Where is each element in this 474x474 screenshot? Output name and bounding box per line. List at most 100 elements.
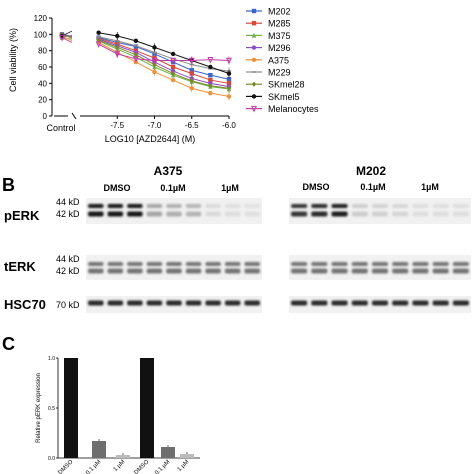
band xyxy=(311,211,328,217)
data-point xyxy=(251,8,257,14)
band xyxy=(412,268,429,274)
band xyxy=(351,211,368,217)
band xyxy=(452,268,469,274)
band xyxy=(392,300,409,306)
data-point xyxy=(208,90,213,96)
band xyxy=(127,262,143,266)
data-point xyxy=(251,81,257,87)
data-point xyxy=(170,70,176,77)
perk-kd-44: 44 kD xyxy=(56,197,80,207)
y-tick-label: 20 xyxy=(38,96,47,105)
band xyxy=(452,204,469,208)
panel-a-control-label: Control xyxy=(46,123,75,133)
legend-entry-m375: M375 xyxy=(246,31,291,41)
blot-a375-perk xyxy=(86,198,262,224)
data-point xyxy=(208,72,213,78)
c-x-tick-label: 0.1 µM xyxy=(154,459,171,474)
data-point xyxy=(133,44,139,49)
c-y-tick-label: 0.5 xyxy=(48,406,55,412)
band xyxy=(432,268,449,274)
band xyxy=(166,262,182,266)
series-line xyxy=(98,36,230,72)
series-line xyxy=(98,37,230,80)
blot-m202-terk xyxy=(289,255,471,280)
series-line xyxy=(98,39,230,89)
data-point xyxy=(152,61,157,68)
group-title-m202: M202 xyxy=(356,164,386,178)
y-tick-label: 60 xyxy=(38,63,47,72)
band xyxy=(107,204,124,208)
band xyxy=(452,262,469,266)
row-label-hsc70: HSC70 xyxy=(4,297,46,312)
c-x-tick-label: DMSO xyxy=(57,459,74,474)
series-line xyxy=(98,40,230,90)
data-point xyxy=(226,57,232,65)
data-point xyxy=(251,45,257,50)
data-point xyxy=(226,77,232,82)
legend-entry-m296: M296 xyxy=(246,43,291,53)
panel-a-plot-area xyxy=(59,30,232,101)
a375-dmso-label: DMSO xyxy=(104,183,131,193)
band xyxy=(412,211,429,217)
band xyxy=(224,211,241,217)
data-point xyxy=(207,56,214,64)
band xyxy=(88,268,104,274)
band xyxy=(244,268,260,274)
series-m285 xyxy=(59,33,232,88)
panel-b-western-blot: B A375 M202 DMSO 0.1µM 1µM DMSO 0.1µM 1µ… xyxy=(2,164,471,313)
data-point xyxy=(189,86,194,91)
series-line xyxy=(98,42,230,97)
panel-c-plot-area: 0.0 0.5 1.0 DMSO 0.1 µM 1 µM DMSO 0.1 µM 1 µM xyxy=(48,356,200,474)
axis-break-mark xyxy=(71,112,77,120)
legend-entry-a375: A375 xyxy=(246,55,289,65)
band xyxy=(351,204,368,208)
series-m296 xyxy=(59,32,232,91)
band xyxy=(452,300,469,306)
series-line xyxy=(98,37,230,84)
band xyxy=(224,300,241,306)
data-point xyxy=(208,83,213,89)
c-y-tick-label: 1.0 xyxy=(48,356,55,362)
series-skmel5 xyxy=(59,30,232,78)
legend-entry-melanocytes: Melanocytes xyxy=(246,104,319,114)
hsc70-kd-70: 70 kD xyxy=(56,300,80,310)
band xyxy=(166,204,182,208)
data-point xyxy=(95,41,102,49)
x-tick-label: -7.0 xyxy=(148,121,162,130)
band xyxy=(371,268,389,274)
band xyxy=(127,204,143,208)
panel-a-legend: M202 M285 M375 M296 A375 M229 SKmel28 SKmel5 Mel… xyxy=(246,7,319,114)
y-tick-label: 40 xyxy=(38,79,47,88)
band xyxy=(291,268,308,274)
m202-01um-label: 0.1µM xyxy=(360,182,385,192)
band xyxy=(107,268,124,274)
data-point xyxy=(133,52,139,58)
band xyxy=(331,204,348,208)
blot-a375-hsc70 xyxy=(86,296,262,313)
band xyxy=(351,300,368,306)
data-point xyxy=(114,51,121,58)
band xyxy=(107,300,124,306)
m202-1um-label: 1µM xyxy=(421,182,439,192)
data-point xyxy=(96,30,101,35)
data-point xyxy=(226,71,232,76)
panel-a-y-axis: 0 20 40 60 80 100 120 xyxy=(34,14,53,121)
data-point xyxy=(59,34,65,42)
data-point xyxy=(115,44,120,51)
bar-6 xyxy=(180,454,194,458)
m202-dmso-label: DMSO xyxy=(303,182,330,192)
c-x-tick-label: DMSO xyxy=(133,459,150,474)
band xyxy=(185,300,202,306)
c-x-tick-label: 1 µM xyxy=(177,459,191,473)
band xyxy=(392,262,409,266)
band xyxy=(371,204,389,208)
panel-a-ylabel: Cell viability (%) xyxy=(8,28,18,92)
blot-background xyxy=(289,255,471,280)
group-title-a375: A375 xyxy=(154,164,183,178)
data-point xyxy=(151,57,158,65)
band xyxy=(432,262,449,266)
data-point xyxy=(189,71,194,76)
legend-label: M285 xyxy=(268,19,291,29)
data-point xyxy=(251,57,257,62)
